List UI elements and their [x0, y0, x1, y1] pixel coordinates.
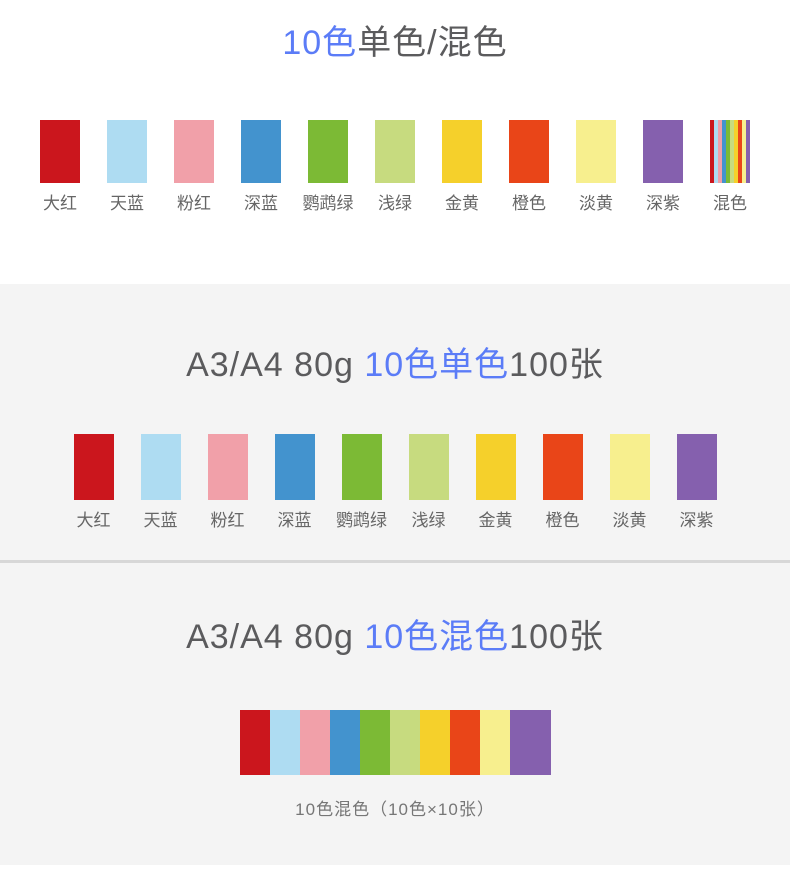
color-swatch-深蓝: [241, 120, 281, 183]
intro-swatch-row: 大红 天蓝 粉红 深蓝 鹦鹉绿 浅绿 金黄 橙色 淡黄 深紫 混色: [0, 120, 790, 214]
color-label-深蓝: 深蓝: [277, 511, 312, 530]
color-cell-深紫: 深紫: [663, 434, 730, 531]
mixed-bar-stripe-大红: [239, 710, 270, 775]
color-cell-橙色: 橙色: [496, 120, 563, 214]
color-swatch-橙色: [542, 434, 583, 500]
color-label-天蓝: 天蓝: [143, 511, 178, 530]
single-color-title: A3/A4 80g 10色单色100张: [0, 284, 790, 382]
color-label-鹦鹉绿: 鹦鹉绿: [302, 194, 354, 213]
color-cell-深蓝: 深蓝: [261, 434, 328, 531]
color-swatch-天蓝: [140, 434, 181, 500]
color-cell-粉红: 粉红: [194, 434, 261, 531]
color-swatch-深紫: [676, 434, 717, 500]
color-label-橙色: 橙色: [512, 194, 546, 213]
intro-title-rest: 单色/混色: [357, 24, 508, 62]
color-cell-深紫: 深紫: [630, 120, 697, 214]
color-label-浅绿: 浅绿: [411, 511, 446, 530]
color-label-淡黄: 淡黄: [579, 194, 613, 213]
color-label-深紫: 深紫: [646, 194, 680, 213]
intro-title-highlight: 10色: [282, 24, 358, 62]
color-swatch-粉红: [174, 120, 214, 183]
color-swatch-橙色: [509, 120, 549, 183]
color-swatch-浅绿: [375, 120, 415, 183]
color-cell-橙色: 橙色: [529, 434, 596, 531]
color-cell-大红: 大红: [60, 434, 127, 531]
color-swatch-金黄: [442, 120, 482, 183]
color-label-混色: 混色: [713, 194, 747, 213]
color-label-大红: 大红: [43, 194, 77, 213]
color-swatch-粉红: [207, 434, 248, 500]
mixed-bar-stripe-天蓝: [269, 710, 300, 775]
color-label-金黄: 金黄: [445, 194, 479, 213]
single-swatch-row: 大红 天蓝 粉红 深蓝 鹦鹉绿 浅绿 金黄 橙色 淡黄 深紫: [0, 434, 790, 531]
color-cell-混色: 混色: [697, 120, 764, 214]
color-label-深紫: 深紫: [679, 511, 714, 530]
mixed-bar-stripe-橙色: [449, 710, 480, 775]
color-cell-鹦鹉绿: 鹦鹉绿: [328, 434, 395, 531]
mixed-bar-stripe-鹦鹉绿: [359, 710, 390, 775]
single-color-section: A3/A4 80g 10色单色100张 大红 天蓝 粉红 深蓝 鹦鹉绿 浅绿 金黄 橙色 淡黄 深…: [0, 284, 790, 560]
intro-title: 10色单色/混色: [0, 0, 790, 60]
mixed-color-title: A3/A4 80g 10色混色100张: [0, 563, 790, 654]
mixed-bar-stripe-浅绿: [389, 710, 420, 775]
color-cell-粉红: 粉红: [161, 120, 228, 214]
mixed-bar-stripe-深紫: [509, 710, 551, 775]
color-cell-金黄: 金黄: [462, 434, 529, 531]
mixed-title-prefix: A3/A4 80g: [186, 618, 365, 656]
color-cell-淡黄: 淡黄: [563, 120, 630, 214]
color-swatch-金黄: [475, 434, 516, 500]
color-swatch-淡黄: [576, 120, 616, 183]
bottom-whitespace: [0, 865, 790, 873]
single-title-highlight: 10色单色: [364, 346, 510, 384]
color-swatch-鹦鹉绿: [308, 120, 348, 183]
color-label-深蓝: 深蓝: [244, 194, 278, 213]
color-swatch-大红: [73, 434, 114, 500]
color-cell-天蓝: 天蓝: [127, 434, 194, 531]
color-label-橙色: 橙色: [545, 511, 580, 530]
single-title-prefix: A3/A4 80g: [186, 346, 365, 384]
mixed-bar-stripe-金黄: [419, 710, 450, 775]
color-cell-大红: 大红: [27, 120, 94, 214]
intro-section: 10色单色/混色 大红 天蓝 粉红 深蓝 鹦鹉绿 浅绿 金黄 橙色 淡黄 深紫 混色: [0, 0, 790, 284]
mixed-color-section: A3/A4 80g 10色混色100张 10色混色（10色×10张）: [0, 563, 790, 865]
color-cell-浅绿: 浅绿: [395, 434, 462, 531]
color-swatch-深蓝: [274, 434, 315, 500]
single-title-suffix: 100张: [509, 346, 604, 384]
color-swatch-混色: [710, 120, 750, 183]
color-swatch-浅绿: [408, 434, 449, 500]
color-cell-深蓝: 深蓝: [228, 120, 295, 214]
color-cell-淡黄: 淡黄: [596, 434, 663, 531]
mixed-color-bar: [0, 710, 790, 775]
color-label-粉红: 粉红: [210, 511, 245, 530]
mixed-bar-caption: 10色混色（10色×10张）: [295, 800, 495, 819]
color-cell-浅绿: 浅绿: [362, 120, 429, 214]
mixed-title-highlight: 10色混色: [364, 618, 510, 656]
color-swatch-天蓝: [107, 120, 147, 183]
color-swatch-深紫: [643, 120, 683, 183]
color-swatch-鹦鹉绿: [341, 434, 382, 500]
color-label-大红: 大红: [76, 511, 111, 530]
mixed-bar-stripe-淡黄: [479, 710, 510, 775]
mixed-bar-stripe-深蓝: [329, 710, 360, 775]
color-label-淡黄: 淡黄: [612, 511, 647, 530]
color-label-鹦鹉绿: 鹦鹉绿: [336, 511, 387, 530]
mixed-bar-stripe-粉红: [299, 710, 330, 775]
color-cell-鹦鹉绿: 鹦鹉绿: [295, 120, 362, 214]
color-label-天蓝: 天蓝: [110, 194, 144, 213]
color-cell-金黄: 金黄: [429, 120, 496, 214]
mixed-title-suffix: 100张: [509, 618, 604, 656]
color-cell-天蓝: 天蓝: [94, 120, 161, 214]
color-swatch-大红: [40, 120, 80, 183]
color-label-浅绿: 浅绿: [378, 194, 412, 213]
section-divider: [0, 560, 790, 563]
color-swatch-淡黄: [609, 434, 650, 500]
color-label-金黄: 金黄: [478, 511, 513, 530]
color-label-粉红: 粉红: [177, 194, 211, 213]
